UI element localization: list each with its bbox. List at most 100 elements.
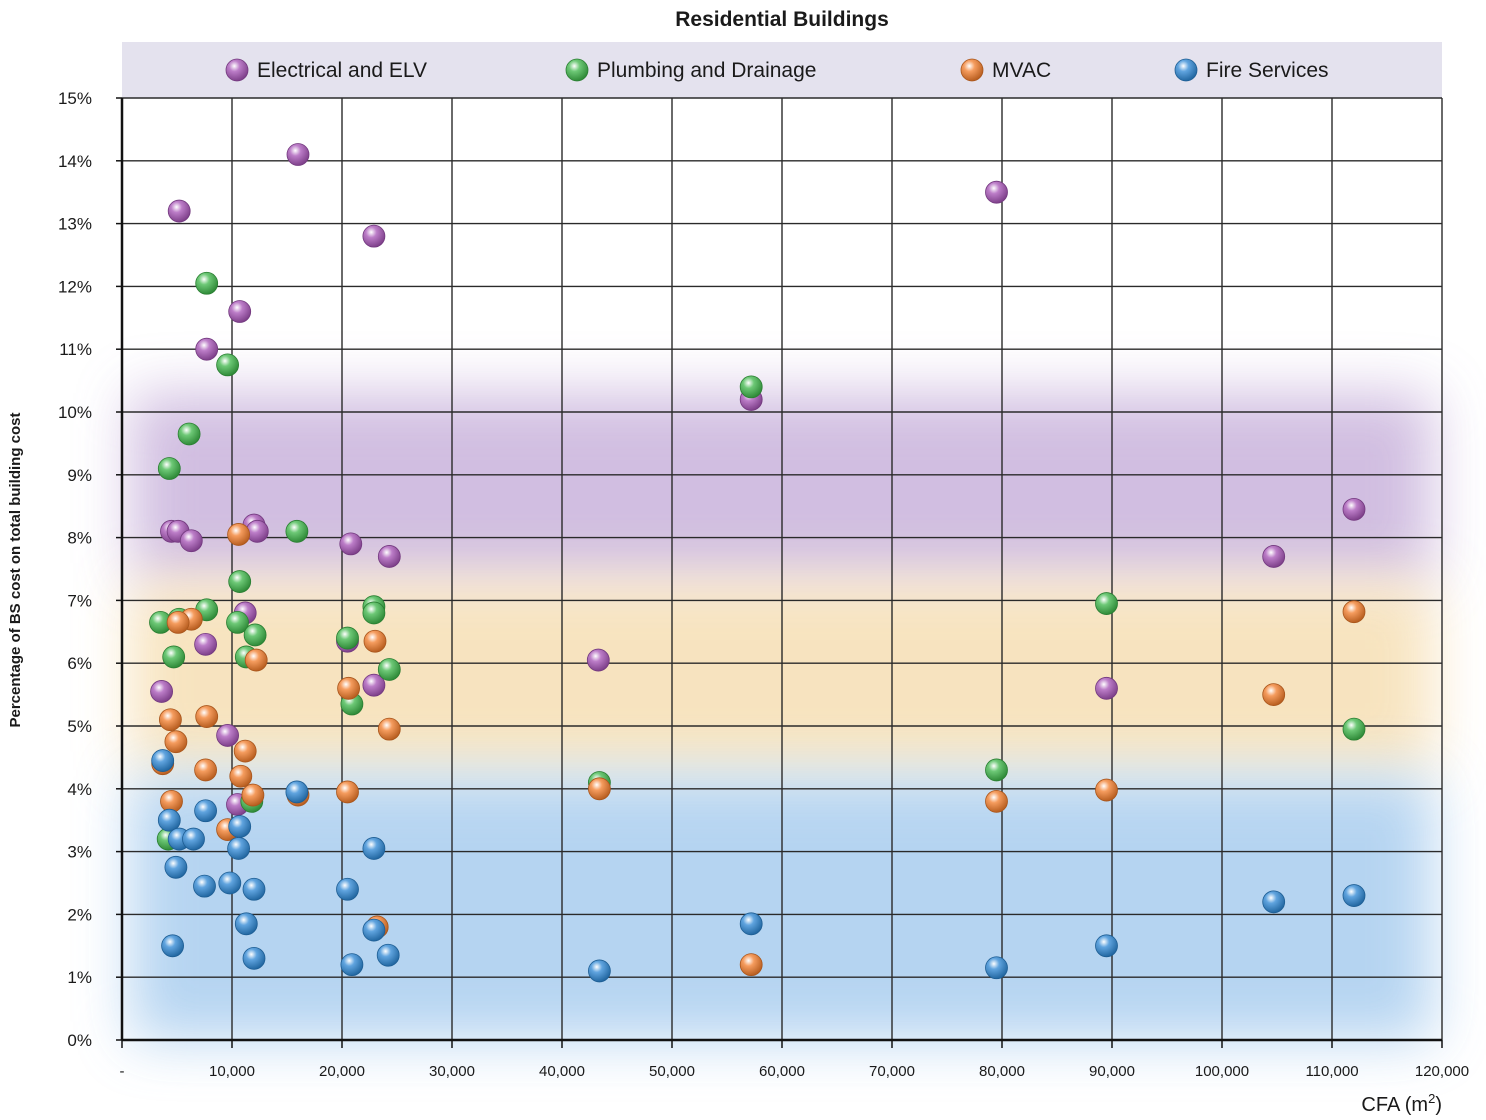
data-point — [193, 874, 216, 898]
data-point — [158, 708, 182, 732]
legend-marker — [225, 58, 249, 82]
data-point — [177, 422, 201, 446]
data-point — [586, 648, 610, 672]
data-point — [242, 877, 266, 901]
data-point — [588, 959, 611, 983]
legend-label: Electrical and ELV — [257, 59, 427, 82]
series-electrical-and-elv — [150, 143, 1366, 816]
series-fire-services — [151, 749, 1366, 983]
data-point — [166, 610, 190, 634]
data-point — [362, 918, 386, 942]
data-point — [216, 353, 240, 377]
data-point — [182, 827, 205, 851]
data-point — [336, 780, 359, 804]
data-point — [985, 758, 1008, 782]
y-tick-label: 12% — [58, 277, 92, 296]
data-point — [157, 808, 181, 832]
data-point — [243, 623, 267, 647]
data-point — [194, 632, 218, 656]
legend-marker — [565, 58, 589, 82]
data-point — [164, 855, 188, 879]
data-point — [1342, 600, 1366, 624]
data-point — [588, 777, 611, 801]
data-point — [195, 337, 219, 361]
y-tick-label: 4% — [67, 780, 92, 799]
axes — [116, 97, 1443, 1048]
x-tick-label: 30,000 — [429, 1063, 475, 1080]
data-point — [1342, 884, 1366, 907]
data-point — [286, 143, 310, 166]
data-point — [1262, 683, 1286, 706]
y-tick-label: 9% — [67, 466, 92, 485]
y-tick-label: 13% — [58, 215, 92, 234]
data-point — [150, 680, 174, 703]
data-point — [228, 300, 252, 323]
x-axis-label-sup: 2 — [1428, 1091, 1435, 1106]
data-point — [167, 199, 191, 223]
data-point — [1342, 717, 1366, 741]
data-point — [244, 648, 268, 672]
x-tick-label: 120,000 — [1415, 1063, 1469, 1080]
y-tick-label: 15% — [58, 89, 92, 108]
data-point — [228, 570, 252, 593]
x-tick-label: 90,000 — [1089, 1063, 1135, 1080]
data-point — [336, 877, 359, 901]
data-point — [195, 271, 219, 295]
y-axis-label: Percentage of BS cost on total building … — [7, 412, 24, 727]
data-point — [362, 673, 386, 697]
legend-marker — [1174, 58, 1198, 82]
data-point — [233, 739, 257, 763]
data-point — [1095, 676, 1118, 700]
data-point — [195, 705, 219, 728]
data-point — [985, 180, 1008, 204]
data-point — [226, 610, 249, 634]
y-tick-label: 1% — [67, 968, 92, 987]
legend: Electrical and ELV Plumbing and Drainage M… — [122, 42, 1442, 98]
data-point — [1095, 934, 1118, 958]
data-point — [194, 758, 218, 782]
data-point — [377, 717, 401, 741]
data-point — [162, 645, 186, 669]
data-point — [739, 912, 763, 936]
data-point — [229, 764, 253, 788]
y-tick-label: 10% — [58, 403, 92, 422]
x-tick-label: 10,000 — [209, 1063, 255, 1080]
data-point — [985, 789, 1008, 813]
data-point — [151, 749, 175, 772]
data-point — [1095, 778, 1118, 802]
y-tick-label: 11% — [59, 340, 92, 359]
data-point — [362, 601, 386, 625]
data-point — [340, 953, 364, 977]
data-point — [194, 799, 218, 823]
x-tick-label: 70,000 — [869, 1063, 915, 1080]
x-tick-label: 110,000 — [1305, 1063, 1358, 1080]
y-tick-label: 0% — [67, 1031, 92, 1050]
legend-marker — [960, 58, 984, 82]
data-point — [1095, 592, 1118, 615]
x-tick-label: 60,000 — [759, 1063, 805, 1080]
data-point — [362, 224, 386, 248]
x-axis-label-main: CFA (m — [1361, 1094, 1428, 1115]
data-point — [985, 956, 1008, 980]
x-tick-labels: - 10,000 20,000 30,000 40,000 50,000 60,000 70,… — [120, 1063, 1470, 1080]
data-point — [241, 783, 265, 807]
data-point — [339, 532, 363, 556]
data-point — [377, 545, 401, 568]
data-point — [179, 529, 203, 553]
data-point — [285, 519, 309, 543]
chart-title: Residential Buildings — [675, 8, 889, 31]
x-axis-label-close: ) — [1435, 1094, 1442, 1115]
data-point — [234, 912, 258, 936]
legend-label: MVAC — [992, 59, 1051, 82]
data-point — [1262, 890, 1286, 914]
y-tick-label: 3% — [67, 843, 92, 862]
data-point — [216, 724, 240, 747]
data-point — [245, 519, 269, 543]
data-point — [337, 676, 361, 700]
y-tick-label: 5% — [67, 717, 92, 736]
data-point — [1342, 497, 1366, 521]
data-point — [377, 658, 401, 681]
data-point — [218, 871, 242, 895]
